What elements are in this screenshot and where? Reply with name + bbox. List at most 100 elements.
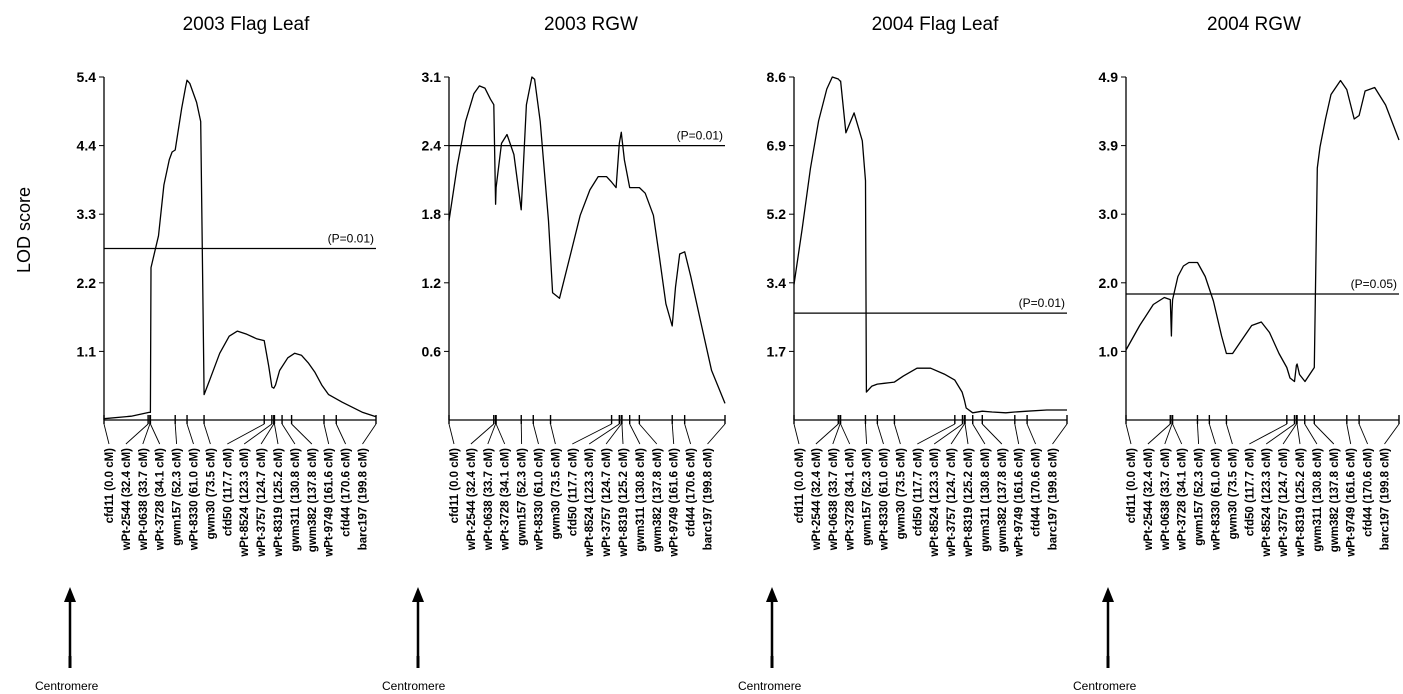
marker-connector	[1358, 423, 1369, 445]
marker-label: wPt-8319 (125.2 cM)	[618, 448, 630, 558]
centromere-arrow-head	[766, 587, 778, 602]
marker-connector	[1282, 423, 1297, 445]
marker-label: gwm157 (52.3 cM)	[1194, 448, 1206, 546]
threshold-label: (P=0.01)	[328, 232, 374, 246]
y-tick-label: 3.0	[1099, 206, 1119, 222]
marker-connector	[815, 423, 839, 445]
panel-title: 2003 Flag Leaf	[183, 14, 310, 35]
y-axis-title: LOD score	[14, 187, 34, 273]
y-tick-label: 0.6	[422, 343, 442, 359]
marker-label: barc197 (199.8 cM)	[358, 448, 370, 550]
marker-label: gwm311 (130.8 cM)	[1312, 448, 1324, 552]
marker-connector	[1208, 423, 1216, 445]
marker-connector	[1197, 423, 1200, 445]
marker-connector	[227, 423, 265, 445]
marker-label: wPt-8524 (123.3 cM)	[584, 448, 596, 558]
marker-label: gwm382 (137.8 cM)	[652, 448, 664, 552]
y-tick-label: 4.9	[1099, 69, 1119, 85]
marker-label: barc197 (199.8 cM)	[1380, 448, 1392, 550]
marker-label: cfd44 (170.6 cM)	[1363, 448, 1375, 537]
y-tick-label: 3.3	[77, 206, 97, 222]
marker-connector	[981, 423, 1003, 445]
marker-connector	[1225, 423, 1233, 445]
marker-connector	[362, 423, 377, 445]
marker-label: barc197 (199.8 cM)	[1048, 448, 1060, 550]
marker-connector	[1014, 423, 1020, 445]
marker-connector	[572, 423, 612, 445]
marker-label: gwm382 (137.8 cM)	[307, 448, 319, 552]
threshold-label: (P=0.05)	[1351, 277, 1397, 291]
marker-connector	[605, 423, 622, 445]
marker-connector	[1172, 423, 1183, 445]
lod-curve	[448, 76, 726, 404]
marker-label: gwm311 (130.8 cM)	[980, 448, 992, 552]
marker-label: wPt-3757 (124.7 cM)	[601, 448, 613, 558]
marker-connector	[487, 423, 496, 445]
marker-connector	[1164, 423, 1173, 445]
marker-label: wPt-0638 (33.7 cM)	[828, 448, 840, 551]
marker-label: cfd11 (0.0 cM)	[1126, 448, 1138, 524]
chart-panel-2: 2003 RGW 3.1 2.4 1.8 1.2 0.6 (P=0.01) cfd11 (0.…	[382, 14, 726, 693]
y-tick-label: 5.4	[77, 69, 97, 85]
marker-label: barc197 (199.8 cM)	[703, 448, 715, 550]
marker-connector	[639, 423, 658, 445]
marker-label: wPt-2544 (32.4 cM)	[1143, 448, 1155, 551]
marker-connector	[174, 423, 178, 445]
marker-connector	[150, 423, 161, 445]
marker-connector	[186, 423, 194, 445]
marker-connector	[142, 423, 151, 445]
marker-label: wPt-0638 (33.7 cM)	[138, 448, 150, 551]
marker-connector	[964, 423, 969, 445]
centromere-label: Centromere	[738, 679, 802, 693]
marker-connector	[1346, 423, 1352, 445]
marker-connector	[203, 423, 211, 445]
marker-connector	[1296, 423, 1301, 445]
marker-connector	[448, 423, 455, 445]
y-tick-label: 2.2	[77, 275, 97, 291]
marker-connector	[1147, 423, 1171, 445]
marker-connector	[933, 423, 963, 445]
marker-label: gwm30 (73.5 cM)	[1227, 448, 1239, 540]
panel-title: 2003 RGW	[544, 14, 638, 35]
centromere-arrow-head	[1102, 587, 1114, 602]
y-tick-label: 1.1	[77, 343, 97, 359]
marker-label: wPt-3728 (34.1 cM)	[845, 448, 857, 551]
marker-label: wPt-3728 (34.1 cM)	[155, 448, 167, 551]
centromere-label: Centromere	[382, 679, 446, 693]
marker-label: gwm382 (137.8 cM)	[997, 448, 1009, 552]
y-tick-label: 5.2	[767, 206, 787, 222]
y-tick-label: 2.0	[1099, 275, 1119, 291]
y-tick-label: 3.9	[1099, 138, 1119, 154]
marker-connector	[103, 423, 110, 445]
marker-connector	[550, 423, 556, 445]
marker-label: gwm30 (73.5 cM)	[895, 448, 907, 540]
marker-label: wPt-8330 (61.0 cM)	[879, 448, 891, 551]
marker-label: gwm311 (130.8 cM)	[290, 448, 302, 552]
y-tick-label: 3.1	[422, 69, 442, 85]
marker-connector	[865, 423, 868, 445]
marker-label: cfd50 (117.7 cM)	[222, 448, 234, 536]
marker-connector	[707, 423, 726, 445]
marker-label: wPt-3728 (34.1 cM)	[500, 448, 512, 551]
marker-connector	[1125, 423, 1132, 445]
marker-connector	[125, 423, 149, 445]
marker-connector	[532, 423, 539, 445]
marker-connector	[1313, 423, 1335, 445]
marker-connector	[1052, 423, 1068, 445]
marker-label: wPt-8330 (61.0 cM)	[534, 448, 546, 551]
marker-label: gwm382 (137.8 cM)	[1329, 448, 1341, 552]
marker-connector	[281, 423, 296, 445]
centromere-arrow-head	[64, 587, 76, 602]
chart-panel-1: 2003 Flag Leaf 5.4 4.4 3.3 2.2 1.1 (P=0.01) cfd…	[35, 14, 377, 693]
marker-label: wPt-8524 (123.3 cM)	[929, 448, 941, 558]
marker-label: wPt-8319 (125.2 cM)	[1295, 448, 1307, 558]
marker-connector	[950, 423, 965, 445]
y-tick-label: 1.0	[1099, 343, 1119, 359]
marker-connector	[684, 423, 692, 445]
marker-label: wPt-8524 (123.3 cM)	[1261, 448, 1273, 558]
centromere-label: Centromere	[1073, 679, 1137, 693]
marker-label: wPt-2544 (32.4 cM)	[811, 448, 823, 551]
y-tick-label: 4.4	[77, 138, 97, 154]
marker-connector	[323, 423, 330, 445]
panel-title: 2004 Flag Leaf	[872, 14, 999, 35]
